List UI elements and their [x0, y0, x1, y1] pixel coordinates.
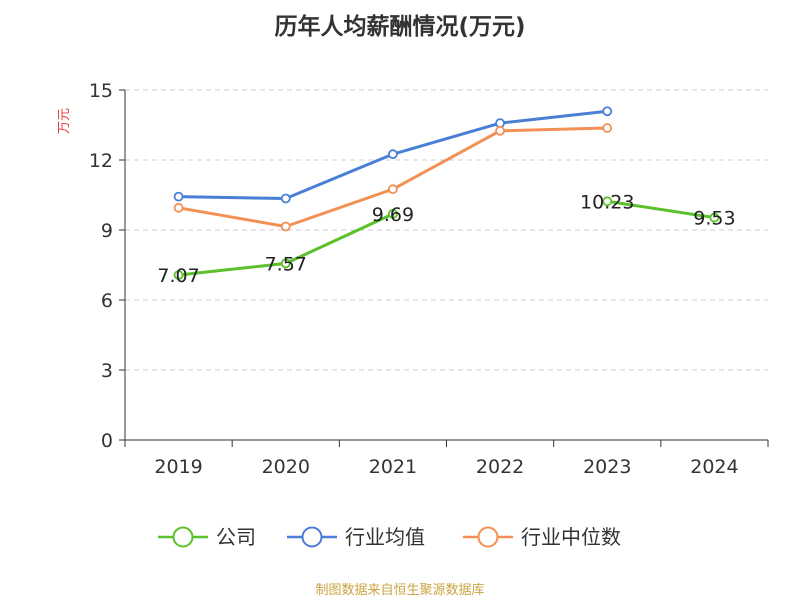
- data-point: [173, 202, 184, 213]
- data-point: [173, 191, 184, 202]
- legend-label: 行业中位数: [521, 525, 621, 549]
- y-tick-label: 15: [89, 80, 113, 102]
- source-note: 制图数据来自恒生聚源数据库: [315, 582, 484, 598]
- x-tick-label: 2024: [690, 456, 738, 478]
- data-label: 7.57: [265, 253, 307, 275]
- y-tick-label: 0: [101, 430, 113, 452]
- y-tick-label: 6: [101, 290, 113, 312]
- x-tick-label: 2023: [583, 456, 631, 478]
- data-point: [280, 193, 291, 204]
- gridlines: [125, 89, 768, 371]
- y-tick-label: 12: [89, 150, 113, 172]
- data-labels: 7.07 7.57 9.69 10.23 9.53: [157, 191, 735, 287]
- data-point: [602, 123, 613, 133]
- data-point: [388, 184, 398, 195]
- chart-title: 历年人均薪酬情况(万元): [274, 13, 525, 40]
- legend-marker: [172, 526, 194, 548]
- data-point: [602, 106, 613, 117]
- data-label: 10.23: [580, 191, 634, 213]
- y-tick-label: 9: [101, 220, 113, 242]
- legend: 公司 行业均值 行业中位数: [158, 525, 621, 549]
- legend-label: 行业均值: [345, 525, 425, 549]
- y-tick-label: 3: [101, 360, 113, 382]
- data-label: 9.53: [693, 208, 735, 230]
- legend-marker: [301, 526, 323, 548]
- legend-marker: [477, 526, 499, 548]
- data-point: [280, 221, 291, 232]
- x-tick-label: 2021: [369, 456, 417, 478]
- data-point: [495, 125, 505, 136]
- data-label: 7.07: [157, 265, 199, 287]
- data-point: [602, 196, 613, 207]
- data-point: [173, 270, 184, 280]
- data-point: [709, 212, 720, 223]
- x-tick-label: 2022: [476, 456, 524, 478]
- legend-label: 公司: [216, 525, 256, 549]
- data-label: 9.69: [372, 204, 414, 226]
- data-point: [280, 258, 291, 269]
- series-lines: [173, 106, 720, 280]
- y-axis-label: 万元: [57, 108, 72, 134]
- data-point: [388, 149, 398, 160]
- x-tick-label: 2019: [154, 456, 202, 478]
- x-tick-label: 2020: [262, 456, 310, 478]
- series-line: [607, 199, 715, 220]
- data-point: [388, 208, 398, 219]
- axes: 0 3 6 9 12 15 2019 2020 2021 2022 2023 2024: [89, 80, 769, 478]
